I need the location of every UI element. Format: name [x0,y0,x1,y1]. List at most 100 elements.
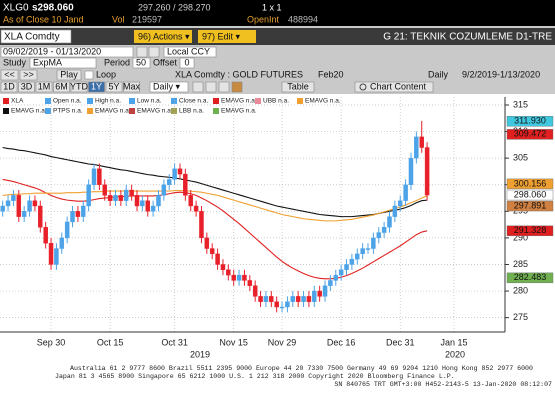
candle-body [172,168,177,180]
candle-body [177,168,183,175]
candle-body [242,274,247,281]
legend-label: LBB n.a. [179,108,204,115]
currency: Local CCY [167,46,210,56]
indicator-line [2,178,428,280]
nav: << [4,69,15,79]
oi-label: OpenInt [247,14,280,24]
period-button[interactable] [18,81,35,93]
date-range-input[interactable] [0,46,134,58]
tool-button[interactable] [231,81,243,93]
x-tick-label: Jan 15 [440,337,467,347]
candle-body [215,253,220,265]
contract: Feb20 [318,69,344,79]
candle-body [397,200,403,207]
currency-select[interactable] [163,46,217,58]
candle-body [75,211,81,217]
period-button[interactable] [0,81,18,93]
candle-body [91,168,97,185]
nav-button[interactable] [0,69,19,81]
study-select[interactable] [29,57,97,69]
price-label-box [506,200,554,212]
candle-body [226,269,231,276]
candle-body [102,184,108,196]
loop: Loop [96,69,116,79]
nav-button[interactable] [19,69,38,81]
loop-checkbox[interactable] [84,70,94,80]
as-of: As of Close 10 Jand [3,14,84,24]
size: 1 x 1 [262,2,282,12]
price-label-box [506,225,554,237]
date-button[interactable] [148,46,160,58]
candle-body [414,136,419,159]
frequency-select[interactable] [149,81,189,93]
play: Play [60,69,78,79]
period: 1M [38,81,51,91]
candle-body [365,248,371,250]
security-input[interactable] [0,29,72,44]
candle-body [113,195,118,201]
year-label: 2019 [190,349,210,359]
candle-body [344,264,349,270]
legend-label: EMAVG n.a. [221,108,257,115]
period-button[interactable] [123,81,140,93]
period-input[interactable] [132,57,151,69]
actions-button[interactable] [134,30,192,43]
tool-button[interactable] [205,81,217,93]
candle-body [16,195,22,217]
legend-swatch [213,98,219,104]
candle-body [322,285,328,297]
date-button[interactable] [136,46,148,58]
edit-button[interactable] [198,30,256,43]
price-label: 298.060 [514,189,547,199]
legend-swatch [3,98,9,104]
legend-label: EMAVG n.a. [305,98,341,105]
tool-button[interactable] [192,81,204,93]
legend-label: Low n.a. [137,98,162,105]
candle-body [43,227,48,244]
candle-body [285,301,290,308]
footer-line: Japan 81 3 4565 8900 Singapore 65 6212 1… [55,373,455,380]
period-button[interactable] [88,81,105,93]
legend-label: EMAVG n.a. [137,108,173,115]
period-button[interactable] [105,81,123,93]
legend-label: EMAVG n.a. [11,108,47,115]
offset-label: Offset [153,57,177,67]
legend-label: EMAVG n.a. [221,98,257,105]
period: 50 [136,57,146,67]
candle-body [38,205,43,228]
candle-body [97,168,102,185]
candle-body [274,301,279,308]
study-label: Study [3,57,27,67]
chart-content: Chart Content [370,81,427,91]
legend-label: XLA [11,98,24,105]
candle-body [387,216,392,228]
legend-swatch [45,108,51,114]
tool-button[interactable] [218,81,230,93]
candle-body [338,269,344,276]
chart-bg [0,94,555,362]
offset-input[interactable] [179,57,195,69]
date-range: 09/02/2019 - 01/13/2020 [3,46,101,56]
price-label: 291.328 [514,225,547,235]
x-tick-label: Oct 31 [161,337,188,347]
chart-content-button[interactable] [354,81,434,93]
table: Table [287,81,309,91]
period-button[interactable] [35,81,53,93]
y-tick-label: 275 [513,312,528,322]
legend-label: UBB n.a. [263,98,289,105]
period-button[interactable] [53,81,70,93]
candle-body [204,237,210,249]
y-tick-label: 280 [513,285,528,295]
candle-body [220,264,226,270]
candle-body [11,195,16,201]
period-button[interactable] [70,81,88,93]
candle-body [48,243,54,265]
security: XLA Comdty [4,32,60,43]
table-button[interactable] [281,81,315,93]
candle-body [64,221,70,239]
legend-swatch [87,98,93,104]
candle-body [150,205,156,212]
legend-label: EMAVG n.a. [95,108,131,115]
nav: >> [23,69,34,79]
play-button[interactable] [56,69,82,81]
